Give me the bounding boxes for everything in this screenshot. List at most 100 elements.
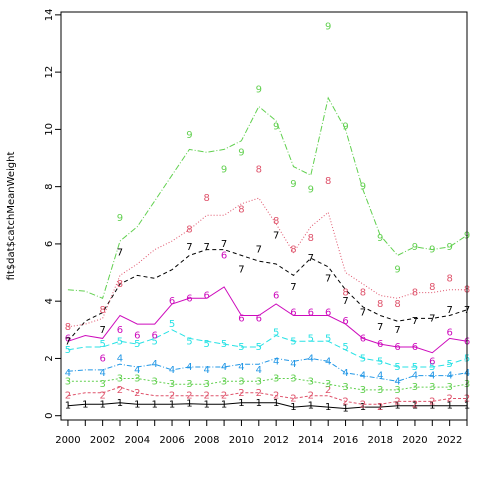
series-7-marker: 7 <box>308 253 314 264</box>
series-markers: 1 1 1 1 1 1 1 1 1 1 1 1 1 1 1 1 1 1 1 1 1 1 1 12 22 2 2 2 2 2 2 2 2 2 222 2… <box>65 21 470 414</box>
series-8-marker: 8 <box>377 299 383 310</box>
series-8-marker: 8 <box>238 205 244 216</box>
series-6-marker: 6 <box>134 331 140 342</box>
series-5-marker: 5 <box>308 333 314 344</box>
series-3-marker: 3 <box>360 385 366 396</box>
series-3-marker: 3 <box>308 376 314 387</box>
series-1-marker: 1 <box>65 401 71 412</box>
series-9-marker: 9 <box>394 265 400 276</box>
series-line-2 <box>67 386 467 405</box>
series-9-marker: 9 <box>308 185 314 196</box>
series-4-marker: 4 <box>117 353 123 364</box>
series-6-marker: 6 <box>377 339 383 350</box>
series-7-marker: 7 <box>117 248 123 259</box>
series-7-marker: 7 <box>394 325 400 336</box>
series-3-marker: 3 <box>377 385 383 396</box>
series-1-marker: 1 <box>221 399 227 410</box>
series-9-marker: 9 <box>325 21 331 32</box>
series-4-marker: 4 <box>204 365 210 376</box>
x-tick-label: 2010 <box>229 435 254 446</box>
series-2-marker: 2 <box>377 402 383 413</box>
series-line-3 <box>67 378 468 391</box>
series-5-marker: 5 <box>429 362 435 373</box>
series-5-marker: 5 <box>325 333 331 344</box>
series-3-marker: 3 <box>325 379 331 390</box>
series-1-marker: 1 <box>290 402 296 413</box>
series-line-6 <box>67 286 468 354</box>
series-8-marker: 8 <box>446 273 452 284</box>
x-tick-label: 2018 <box>368 435 393 446</box>
y-tick-label: 4 <box>44 298 55 304</box>
series-3-marker: 3 <box>290 373 296 384</box>
series-6-marker: 6 <box>325 308 331 319</box>
series-5-marker: 5 <box>65 345 71 356</box>
series-2-marker: 2 <box>204 391 210 402</box>
series-7-marker: 7 <box>429 313 435 324</box>
series-9-marker: 9 <box>290 179 296 190</box>
series-5-marker: 5 <box>238 342 244 353</box>
series-8-marker: 8 <box>273 216 279 227</box>
series-4-marker: 4 <box>325 356 331 367</box>
series-3-marker: 3 <box>429 382 435 393</box>
series-8-marker: 8 <box>99 305 105 316</box>
series-9-marker: 9 <box>446 242 452 253</box>
series-6-marker: 6 <box>169 296 175 307</box>
series-3-marker: 3 <box>394 385 400 396</box>
series-5-marker: 5 <box>446 359 452 370</box>
x-tick-label: 2006 <box>159 435 184 446</box>
series-1-marker: 1 <box>204 399 210 410</box>
series-5-marker: 5 <box>117 336 123 347</box>
series-7-marker: 7 <box>290 282 296 293</box>
series-4-marker: 4 <box>308 353 314 364</box>
series-6-marker: 6 <box>256 313 262 324</box>
series-8-marker: 8 <box>308 233 314 244</box>
series-1-marker: 1 <box>377 402 383 413</box>
series-3-marker: 3 <box>446 382 452 393</box>
x-tick-label: 2004 <box>125 435 150 446</box>
series-2-marker: 2 <box>221 391 227 402</box>
series-5-marker: 5 <box>394 362 400 373</box>
series-4-marker: 4 <box>377 371 383 382</box>
series-2-marker: 2 <box>342 396 348 407</box>
series-2-marker: 2 <box>99 391 105 402</box>
series-1-marker: 1 <box>117 398 123 409</box>
y-tick-label: 2 <box>44 355 55 361</box>
series-1-marker: 1 <box>394 401 400 412</box>
series-7-marker: 7 <box>446 305 452 316</box>
x-tick-label: 2016 <box>333 435 358 446</box>
series-4-marker: 4 <box>412 371 418 382</box>
series-6-marker: 6 <box>117 325 123 336</box>
series-1-marker: 1 <box>342 404 348 415</box>
series-4-marker: 4 <box>394 376 400 387</box>
series-7-marker: 7 <box>273 230 279 241</box>
series-1-marker: 1 <box>308 401 314 412</box>
series-4-marker: 4 <box>99 368 105 379</box>
series-2-marker: 2 <box>65 391 71 402</box>
y-tick-label: 6 <box>44 241 55 247</box>
series-1-marker: 1 <box>360 402 366 413</box>
series-8-marker: 8 <box>394 299 400 310</box>
series-6-marker: 6 <box>65 333 71 344</box>
series-8-marker: 8 <box>256 164 262 175</box>
series-9-marker: 9 <box>342 122 348 133</box>
series-4-marker: 4 <box>290 359 296 370</box>
y-axis-label: fit$dat$catchMeanWeight <box>6 152 17 281</box>
series-8-marker: 8 <box>342 288 348 299</box>
series-3-marker: 3 <box>65 376 71 387</box>
x-tick-label: 2014 <box>298 435 323 446</box>
series-4-marker: 4 <box>238 362 244 373</box>
y-tick-label: 8 <box>44 183 55 189</box>
series-3-marker: 3 <box>412 382 418 393</box>
series-5-marker: 5 <box>221 339 227 350</box>
series-line-9 <box>67 96 468 299</box>
series-4-marker: 4 <box>186 362 192 373</box>
series-1-marker: 1 <box>238 398 244 409</box>
series-1-marker: 1 <box>82 399 88 410</box>
series-9-marker: 9 <box>221 164 227 175</box>
series-4-marker: 4 <box>169 365 175 376</box>
series-1-marker: 1 <box>169 399 175 410</box>
series-2-marker: 2 <box>394 396 400 407</box>
series-8-marker: 8 <box>65 322 71 333</box>
